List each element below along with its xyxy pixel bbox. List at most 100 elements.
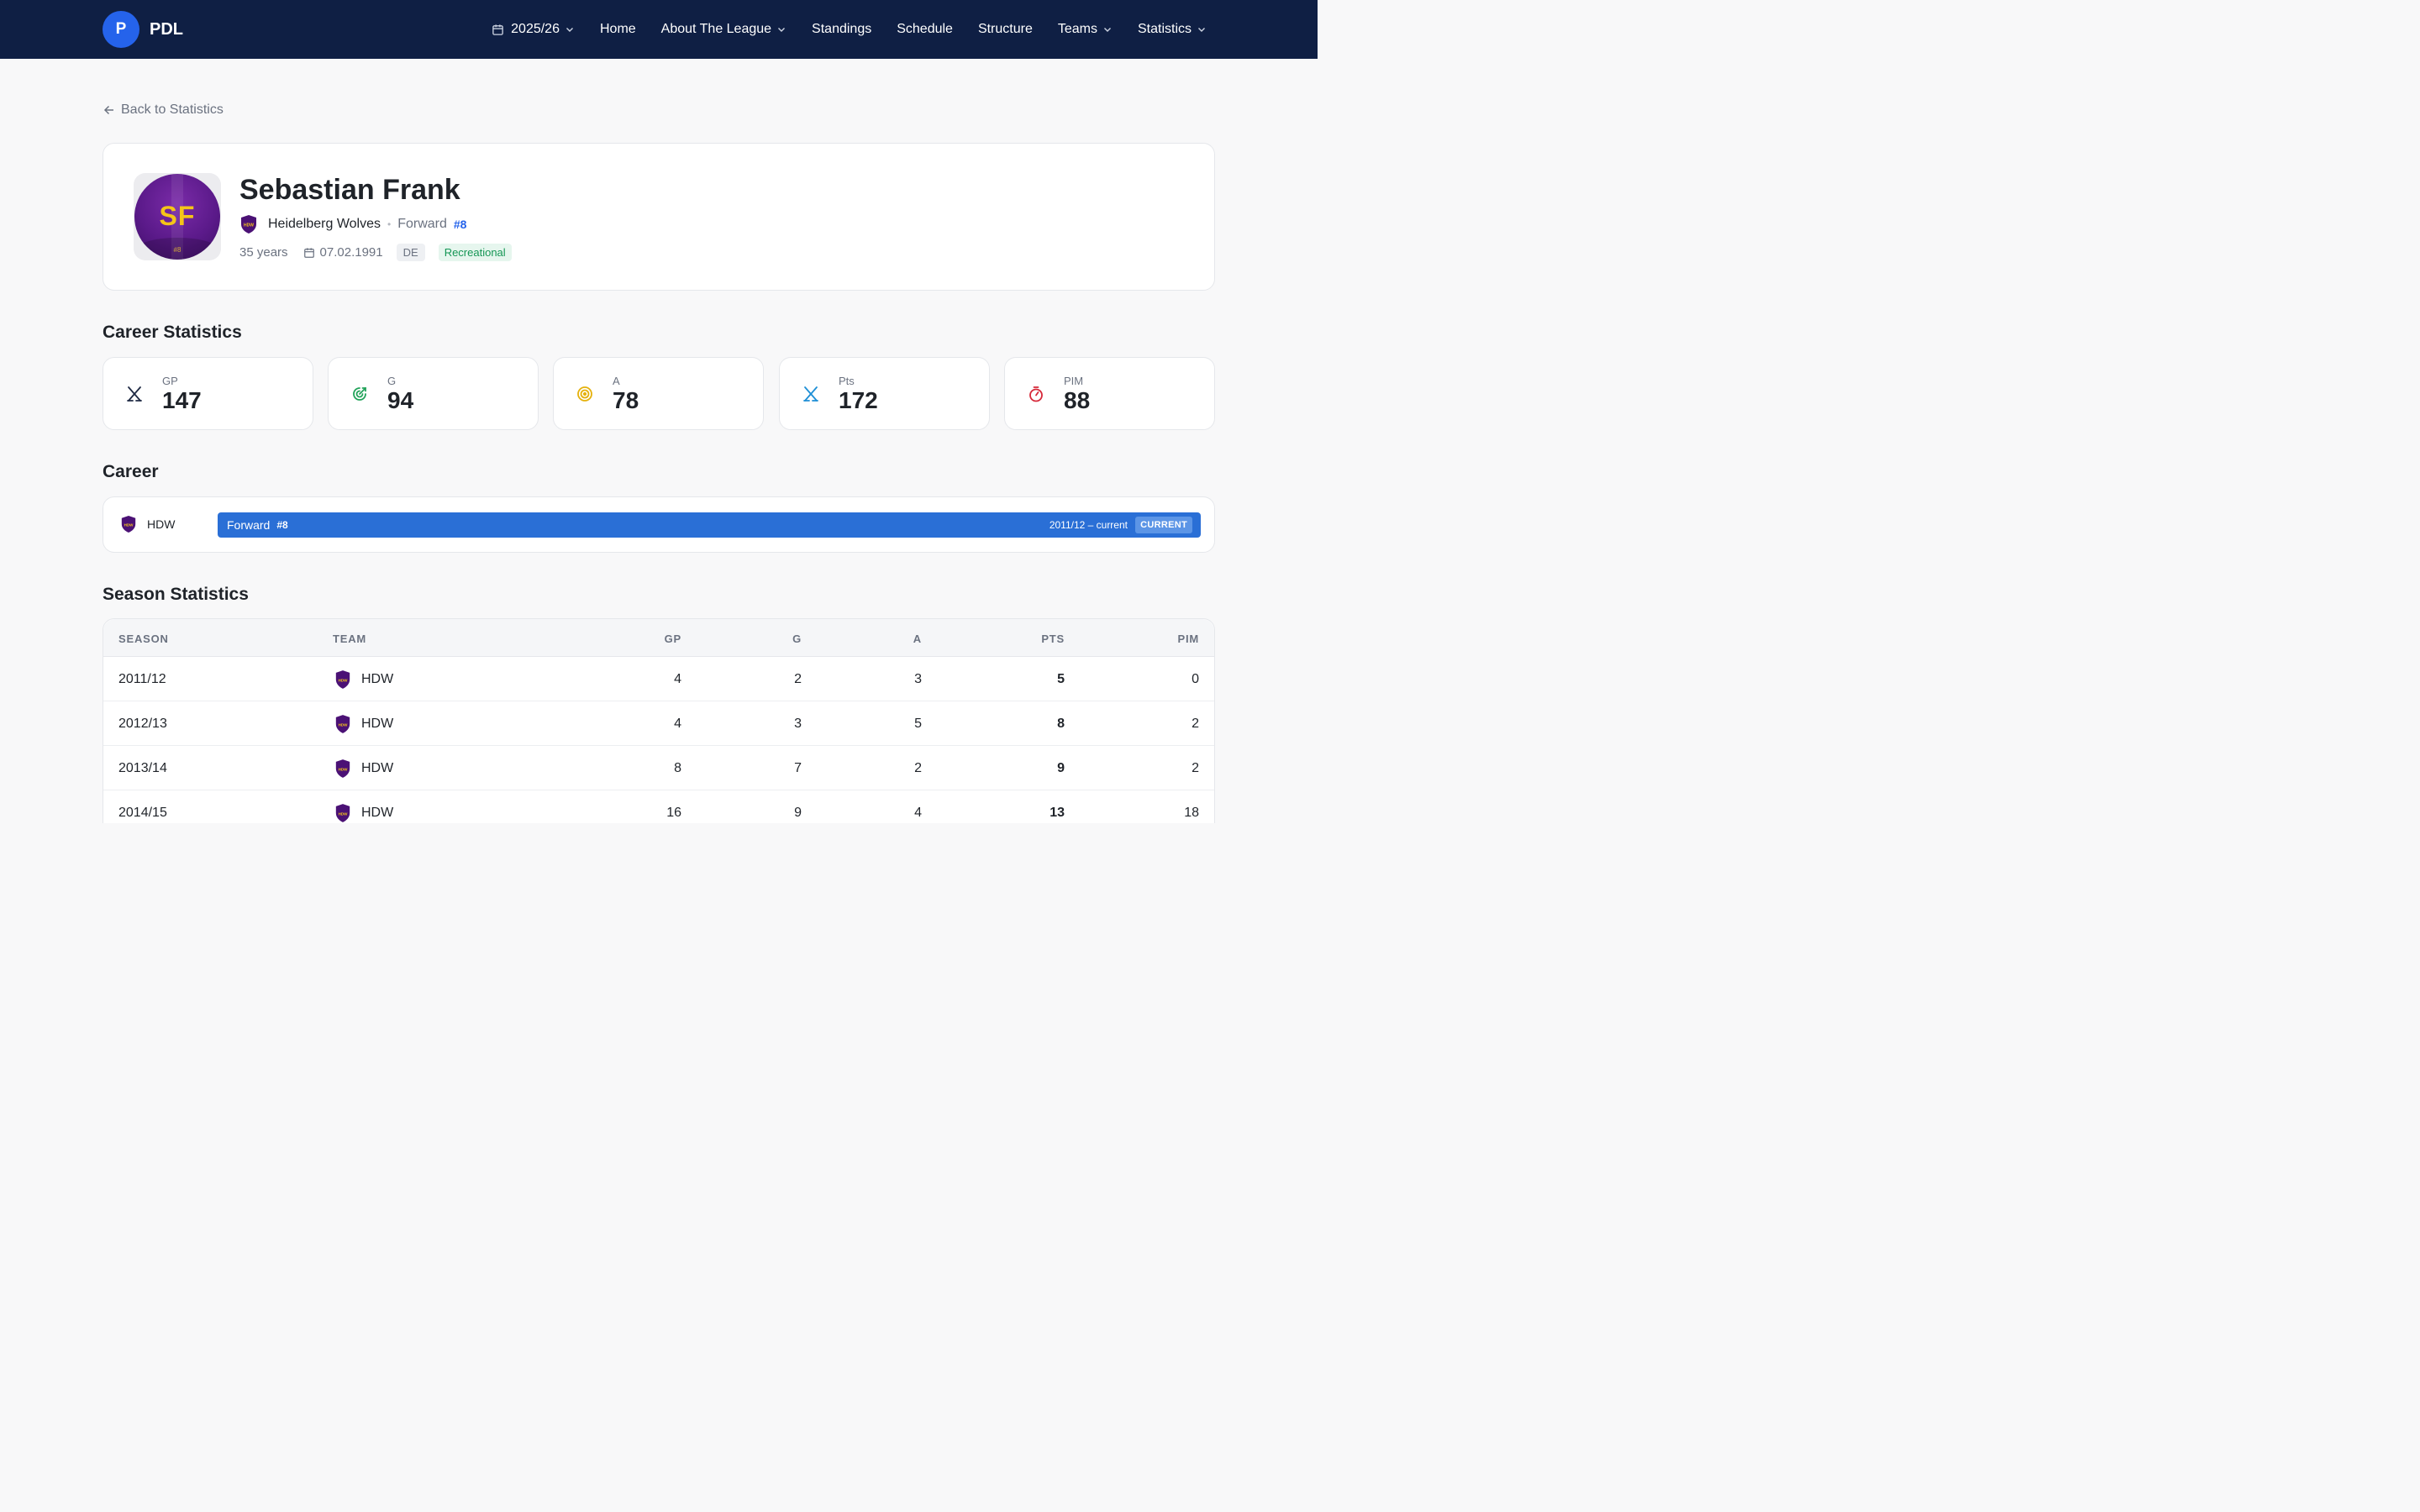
nav-about-league[interactable]: About The League xyxy=(661,22,786,37)
player-team-row: HDW Heidelberg Wolves • Forward #8 xyxy=(239,214,466,234)
stat-label: PIM xyxy=(1064,375,1084,387)
stat-value: 147 xyxy=(162,387,202,413)
stat-value: 88 xyxy=(1064,387,1091,413)
cell-pts: 5 xyxy=(1057,672,1065,686)
stat-card-g: G 94 xyxy=(328,357,539,430)
svg-text:HDW: HDW xyxy=(244,223,254,228)
nav-schedule[interactable]: Schedule xyxy=(897,22,953,37)
table-row: 2012/13 HDW HDW 4 3 5 8 2 xyxy=(103,701,1214,746)
season-selector[interactable]: 2025/26 xyxy=(492,22,575,37)
cell-season: 2011/12 xyxy=(118,672,166,686)
back-to-statistics-link[interactable]: Back to Statistics xyxy=(103,102,224,118)
chevron-down-icon xyxy=(566,28,573,32)
cell-pim: 0 xyxy=(1192,672,1199,686)
svg-text:HDW: HDW xyxy=(339,722,349,727)
team-shield-icon: HDW xyxy=(335,715,350,733)
career-team[interactable]: HDW HDW xyxy=(120,514,175,534)
nav-about-label: About The League xyxy=(660,22,772,36)
cell-pim: 2 xyxy=(1192,717,1199,731)
svg-text:HDW: HDW xyxy=(124,522,134,527)
crossed-sticks-icon xyxy=(127,386,142,402)
nationality-badge: DE xyxy=(396,244,425,261)
career-position: Forward xyxy=(227,518,271,532)
player-position: Forward xyxy=(397,217,447,231)
career-team-label: HDW xyxy=(147,517,176,531)
nav-statistics-label: Statistics xyxy=(1137,22,1192,36)
career-span: 2011/12 – current xyxy=(1049,519,1128,531)
cell-season: 2012/13 xyxy=(118,717,167,731)
crossed-sticks-icon xyxy=(803,386,818,402)
player-details-row: 35 years 07.02.1991 DE Recreational xyxy=(239,244,512,261)
player-name: Sebastian Frank xyxy=(239,174,460,206)
col-season[interactable]: SEASON xyxy=(118,633,169,645)
nav-home[interactable]: Home xyxy=(600,22,636,37)
cell-team[interactable]: HDW HDW xyxy=(334,758,393,780)
cell-g: 3 xyxy=(794,717,802,731)
cell-team[interactable]: HDW HDW xyxy=(334,802,393,823)
col-pts[interactable]: PTS xyxy=(1041,633,1065,645)
col-a[interactable]: A xyxy=(913,633,922,645)
calendar-icon xyxy=(492,24,503,35)
brand-logo[interactable]: P xyxy=(103,11,139,48)
svg-text:HDW: HDW xyxy=(339,811,349,816)
stat-label: A xyxy=(613,375,620,387)
stat-label: Pts xyxy=(839,375,855,387)
stat-card-a: A 78 xyxy=(553,357,764,430)
player-team-link[interactable]: Heidelberg Wolves xyxy=(268,217,381,231)
calendar-icon xyxy=(303,247,314,258)
player-age: 35 years xyxy=(239,245,288,260)
nav-structure[interactable]: Structure xyxy=(978,22,1033,37)
current-badge: CURRENT xyxy=(1135,517,1192,533)
top-navbar: P PDL 2025/26 Home About The League Stan… xyxy=(0,0,1318,59)
team-shield-icon: HDW xyxy=(241,215,256,234)
page: P PDL 2025/26 Home About The League Stan… xyxy=(0,0,1318,823)
col-g[interactable]: G xyxy=(792,633,802,645)
arrow-left-icon xyxy=(103,105,113,115)
nav-home-label: Home xyxy=(599,22,636,36)
season-label: 2025/26 xyxy=(511,22,560,36)
level-badge: Recreational xyxy=(438,244,512,261)
career-statistics-title: Career Statistics xyxy=(103,323,242,342)
stat-value: 172 xyxy=(839,387,878,413)
svg-text:HDW: HDW xyxy=(339,767,349,771)
stat-label: G xyxy=(387,375,397,387)
stat-card-pts: Pts 172 xyxy=(779,357,990,430)
season-statistics-title: Season Statistics xyxy=(103,585,249,604)
brand-name[interactable]: PDL xyxy=(150,19,183,39)
nav-teams-label: Teams xyxy=(1057,22,1097,36)
nav-statistics[interactable]: Statistics xyxy=(1138,22,1207,37)
col-gp[interactable]: GP xyxy=(664,633,681,645)
goal-target-icon xyxy=(353,387,366,401)
table-row: 2013/14 HDW HDW 8 7 2 9 2 xyxy=(103,746,1214,790)
avatar-initials: SF xyxy=(159,200,196,231)
nav-menu: 2025/26 Home About The League Standings … xyxy=(492,0,1207,59)
cell-team-label: HDW xyxy=(361,806,394,820)
brand[interactable]: P PDL xyxy=(103,11,183,48)
cell-gp: 16 xyxy=(666,806,681,820)
nav-teams[interactable]: Teams xyxy=(1058,22,1113,37)
cell-season: 2013/14 xyxy=(118,761,167,775)
player-header-card: SF #8 Sebastian Frank HDW Heidelberg Wol… xyxy=(103,143,1215,291)
nav-standings[interactable]: Standings xyxy=(812,22,871,37)
team-shield-icon: HDW xyxy=(335,804,350,822)
cell-g: 2 xyxy=(794,672,802,686)
cell-team[interactable]: HDW HDW xyxy=(334,713,393,735)
cell-pim: 18 xyxy=(1184,806,1199,820)
career-timeline-card: HDW HDW Forward #8 2011/12 – current CUR… xyxy=(103,496,1215,553)
chevron-down-icon xyxy=(1198,28,1205,32)
team-shield-icon: HDW xyxy=(121,516,136,533)
cell-team-label: HDW xyxy=(361,672,394,686)
separator-dot: • xyxy=(387,218,392,230)
chevron-down-icon xyxy=(778,28,786,32)
col-pim[interactable]: PIM xyxy=(1177,633,1199,645)
cell-a: 2 xyxy=(914,761,922,775)
season-stats-table: SEASON TEAM GP G A PTS PIM 2011/12 HDW H… xyxy=(103,618,1215,823)
career-title: Career xyxy=(103,462,159,481)
cell-season: 2014/15 xyxy=(118,806,167,820)
team-shield-icon: HDW xyxy=(335,670,350,689)
career-number: #8 xyxy=(276,519,288,531)
cell-team[interactable]: HDW HDW xyxy=(334,669,393,690)
stat-card-gp: GP 147 xyxy=(103,357,313,430)
cell-pim: 2 xyxy=(1192,761,1199,775)
col-team[interactable]: TEAM xyxy=(333,633,367,645)
